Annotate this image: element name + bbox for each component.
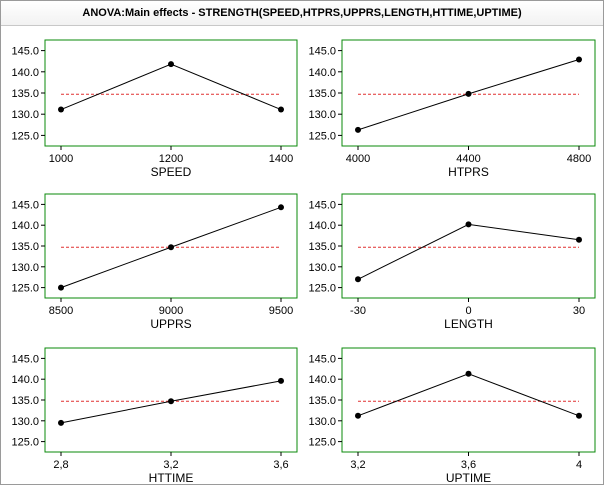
y-tick-label: 130.0: [11, 416, 39, 428]
data-point: [355, 412, 361, 419]
plot-frame: [341, 347, 596, 453]
y-tick-label: 145.0: [11, 199, 39, 211]
data-point: [168, 244, 174, 251]
x-tick-label: 8500: [49, 305, 73, 317]
x-tick-label: 3,2: [163, 459, 178, 471]
y-tick-label: 135.0: [11, 88, 39, 100]
data-point: [465, 90, 472, 97]
y-tick-label: 125.0: [11, 130, 39, 142]
data-point: [168, 398, 174, 405]
x-tick-label: 3,2: [350, 459, 365, 471]
y-tick-label: 140.0: [11, 374, 39, 386]
x-tick-label: 4400: [456, 153, 480, 165]
y-tick-label: 140.0: [308, 67, 336, 79]
y-tick-label: 140.0: [11, 220, 39, 232]
y-tick-label: 140.0: [308, 374, 336, 386]
y-tick-label: 125.0: [308, 437, 336, 449]
y-tick-label: 125.0: [11, 437, 39, 449]
y-tick-label: 125.0: [308, 130, 336, 142]
y-tick-label: 145.0: [308, 199, 336, 211]
window-title: ANOVA:Main effects - STRENGTH(SPEED,HTPR…: [1, 1, 603, 26]
y-tick-label: 145.0: [11, 353, 39, 365]
main-effect-panel-uptime: 145.0 140.0 135.0 130.0 125.0 3,2 3,6 4 UPTIME: [308, 347, 596, 485]
y-tick-label: 130.0: [11, 109, 39, 121]
y-tick-label: 130.0: [308, 109, 336, 121]
x-tick-label: 1400: [269, 153, 293, 165]
y-tick-label: 135.0: [308, 88, 336, 100]
y-tick-label: 135.0: [11, 395, 39, 407]
y-tick-label: 135.0: [11, 241, 39, 253]
x-axis-label: UPPRS: [150, 317, 191, 331]
x-tick-label: 9000: [159, 305, 183, 317]
x-tick-label: 2,8: [53, 459, 68, 471]
data-point: [576, 412, 582, 419]
x-tick-label: -30: [350, 305, 366, 317]
y-tick-label: 130.0: [308, 416, 336, 428]
data-point: [355, 126, 361, 133]
y-tick-label: 145.0: [11, 46, 39, 58]
data-point: [355, 276, 361, 283]
y-tick-label: 130.0: [308, 262, 336, 274]
x-tick-label: 9500: [269, 305, 293, 317]
data-point: [576, 56, 582, 63]
x-axis-label: HTPRS: [448, 165, 489, 179]
data-point: [58, 419, 64, 426]
x-tick-label: 4800: [567, 153, 591, 165]
x-axis-label: LENGTH: [444, 317, 493, 331]
main-effect-panel-httime: 145.0 140.0 135.0 130.0 125.0 2,8 3,2 3,6 HTTIME: [11, 347, 298, 485]
main-effect-panel-upprs: 145.0 140.0 135.0 130.0 125.0 8500 9000 9500 UPP…: [11, 193, 298, 331]
data-point: [58, 284, 64, 291]
data-point: [278, 106, 284, 113]
data-point: [576, 236, 582, 243]
x-tick-label: 1200: [159, 153, 183, 165]
x-tick-label: 3,6: [273, 459, 288, 471]
x-tick-label: 1000: [49, 153, 73, 165]
main-effect-panel-htprs: 145.0 140.0 135.0 130.0 125.0 4000 4400 4800 HTP…: [308, 39, 596, 179]
x-axis-label: HTTIME: [149, 471, 194, 485]
y-tick-label: 130.0: [11, 262, 39, 274]
plot-frame: [44, 39, 298, 147]
x-tick-label: 3,6: [461, 459, 476, 471]
x-axis-label: UPTIME: [446, 471, 491, 485]
y-tick-label: 140.0: [308, 220, 336, 232]
data-point: [278, 204, 284, 211]
x-tick-label: 4000: [346, 153, 370, 165]
x-tick-label: 0: [465, 305, 471, 317]
x-axis-label: SPEED: [151, 165, 192, 179]
y-tick-label: 135.0: [308, 395, 336, 407]
y-tick-label: 125.0: [308, 283, 336, 295]
data-point: [168, 61, 174, 68]
data-point: [465, 370, 472, 377]
x-tick-label: 30: [573, 305, 585, 317]
data-point: [465, 221, 472, 228]
y-tick-label: 135.0: [308, 241, 336, 253]
y-tick-label: 125.0: [11, 283, 39, 295]
y-tick-label: 145.0: [308, 353, 336, 365]
y-tick-label: 140.0: [11, 67, 39, 79]
data-point: [278, 377, 284, 384]
y-tick-label: 145.0: [308, 46, 336, 58]
data-point: [58, 106, 64, 113]
x-tick-label: 4: [576, 459, 582, 471]
main-effect-panel-speed: 145.0 140.0 135.0 130.0 125.0 1000 1200 1400 SPE…: [11, 39, 298, 179]
main-effect-panel-length: 145.0 140.0 135.0 130.0 125.0 -30 0 30 LENGTH: [308, 193, 596, 331]
plot-frame: [341, 193, 596, 299]
